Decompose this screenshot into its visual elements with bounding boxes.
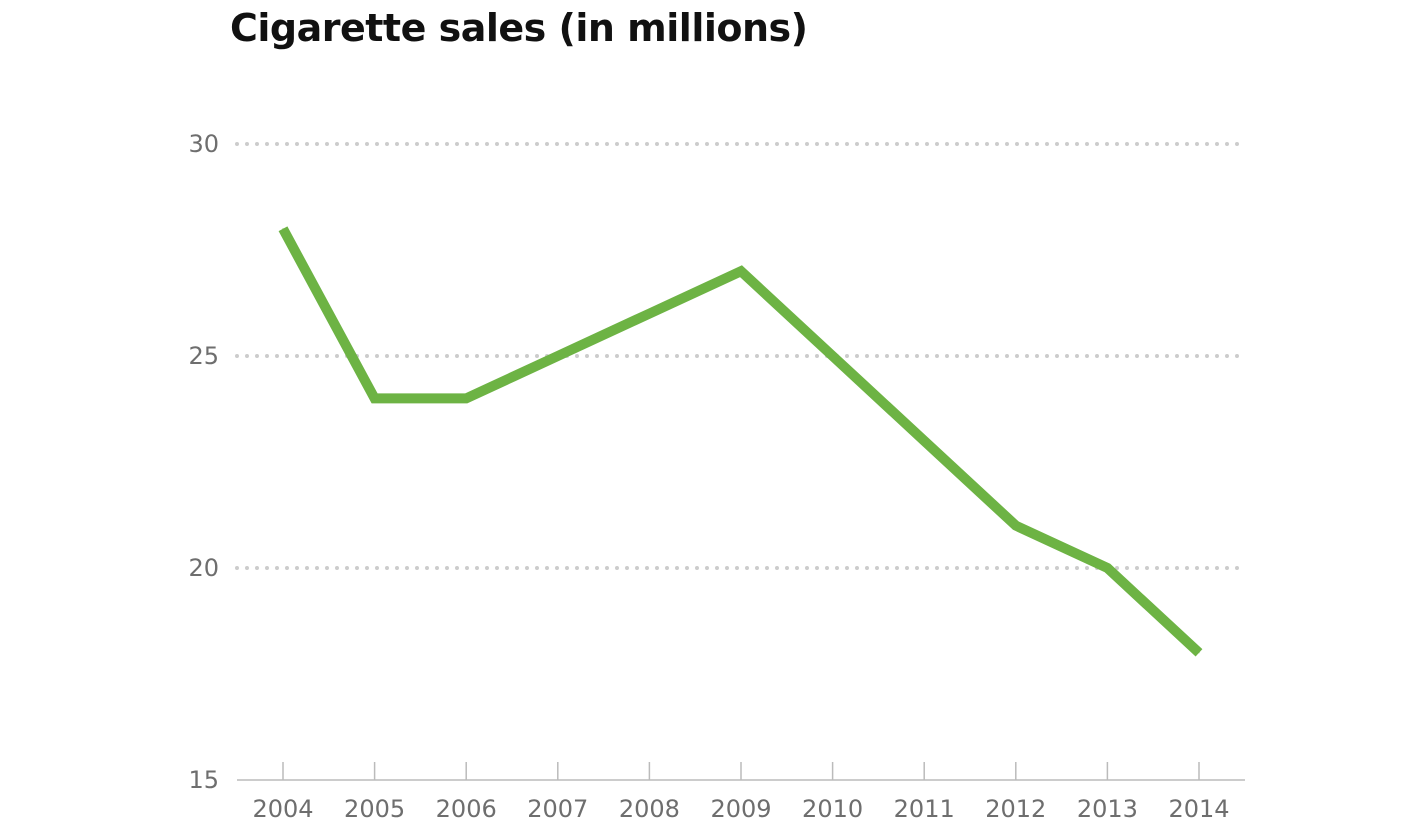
data-point-2008 [648,313,650,315]
series-line-0 [278,226,1203,657]
gridlines [235,142,1247,570]
x-tick-label-2014: 2014 [1168,795,1229,823]
y-tick-label-15: 15 [188,766,219,794]
data-point-2004 [282,228,284,230]
data-point-2011 [923,440,925,442]
x-tick-label-2005: 2005 [344,795,405,823]
x-tick-label-2007: 2007 [527,795,588,823]
data-point-2009 [740,270,742,272]
x-tick-label-2012: 2012 [985,795,1046,823]
x-tick-label-2010: 2010 [802,795,863,823]
y-tick-label-25: 25 [188,342,219,370]
series-layer [278,226,1203,657]
data-point-2007 [557,355,559,357]
data-point-2005 [374,397,376,399]
x-tick-label-2013: 2013 [1077,795,1138,823]
y-tick-label-20: 20 [188,554,219,582]
data-point-2010 [832,355,834,357]
x-tick-label-2008: 2008 [619,795,680,823]
x-tick-label-2006: 2006 [436,795,497,823]
x-axis-tick-labels: 2004 2005 2006 2007 2008 2009 2010 2011 2012 2013… [252,795,1229,823]
x-tick-label-2009: 2009 [710,795,771,823]
x-tick-label-2011: 2011 [894,795,955,823]
data-point-2013 [1106,567,1108,569]
data-point-2014 [1198,652,1200,654]
x-tick-label-2004: 2004 [252,795,313,823]
y-tick-label-30: 30 [188,130,219,158]
x-axis [237,762,1245,781]
chart-title: Cigarette sales (in millions) [230,6,808,50]
y-axis-tick-labels: 15 20 25 30 [188,130,219,794]
data-point-2012 [1015,525,1017,527]
data-point-2006 [465,397,467,399]
